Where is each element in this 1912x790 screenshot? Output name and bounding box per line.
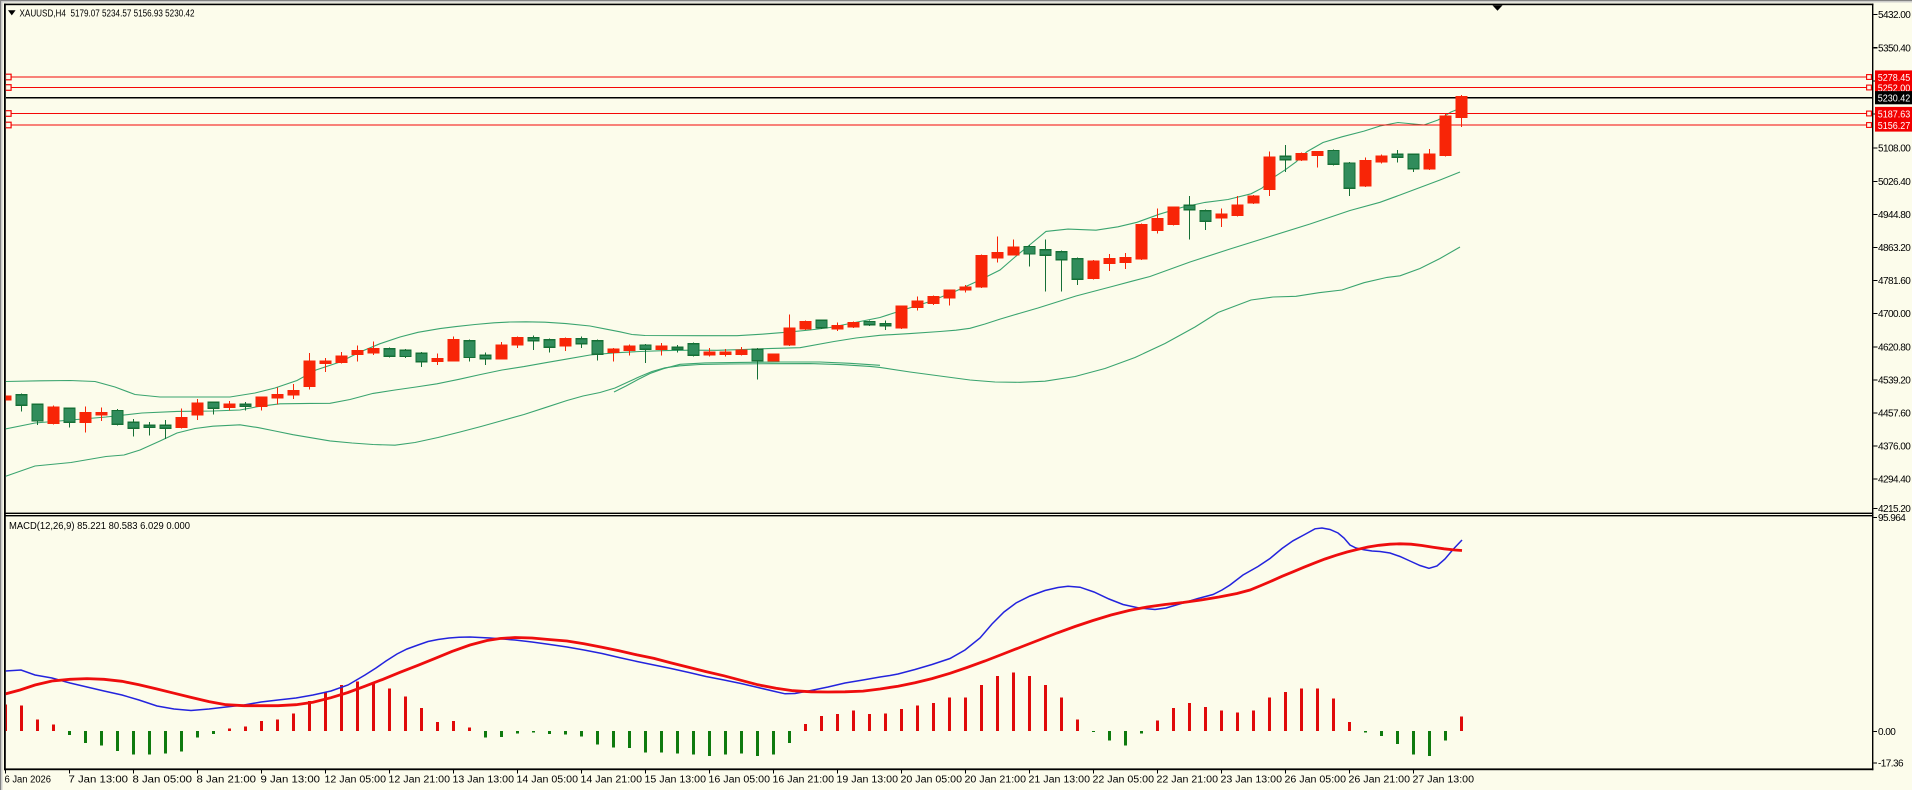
svg-text:95.964: 95.964	[1878, 513, 1906, 524]
svg-text:4700.00: 4700.00	[1878, 309, 1911, 320]
svg-text:5252.00: 5252.00	[1878, 83, 1911, 94]
svg-text:4620.80: 4620.80	[1878, 343, 1911, 354]
svg-text:20 Jan 05:00: 20 Jan 05:00	[901, 774, 963, 785]
svg-text:21 Jan 13:00: 21 Jan 13:00	[1029, 774, 1091, 785]
svg-text:4944.80: 4944.80	[1878, 210, 1911, 221]
svg-text:5108.00: 5108.00	[1878, 144, 1911, 155]
svg-text:16 Jan 05:00: 16 Jan 05:00	[709, 774, 771, 785]
svg-text:5350.40: 5350.40	[1878, 43, 1911, 54]
svg-text:12 Jan 05:00: 12 Jan 05:00	[325, 774, 387, 785]
svg-text:XAUUSD,H4 5179.07 5234.57 515: XAUUSD,H4 5179.07 5234.57 5156.93 5230.4…	[20, 9, 195, 20]
svg-text:6 Jan 2026: 6 Jan 2026	[5, 774, 52, 785]
svg-text:-17.36: -17.36	[1878, 759, 1904, 770]
svg-text:5278.45: 5278.45	[1878, 73, 1911, 84]
svg-text:4457.60: 4457.60	[1878, 409, 1911, 420]
svg-text:23 Jan 13:00: 23 Jan 13:00	[1221, 774, 1283, 785]
svg-text:4215.20: 4215.20	[1878, 504, 1911, 515]
svg-text:4781.60: 4781.60	[1878, 276, 1911, 287]
svg-text:4376.00: 4376.00	[1878, 442, 1911, 453]
svg-text:4539.20: 4539.20	[1878, 376, 1911, 387]
svg-text:14 Jan 05:00: 14 Jan 05:00	[517, 774, 579, 785]
svg-text:13 Jan 13:00: 13 Jan 13:00	[453, 774, 515, 785]
svg-text:22 Jan 21:00: 22 Jan 21:00	[1157, 774, 1219, 785]
svg-text:12 Jan 21:00: 12 Jan 21:00	[389, 774, 451, 785]
svg-text:5187.63: 5187.63	[1878, 109, 1911, 120]
svg-text:MACD(12,26,9) 85.221 80.583 6.: MACD(12,26,9) 85.221 80.583 6.029 0.000	[9, 521, 190, 532]
svg-text:22 Jan 05:00: 22 Jan 05:00	[1093, 774, 1155, 785]
svg-text:19 Jan 13:00: 19 Jan 13:00	[837, 774, 899, 785]
svg-text:26 Jan 21:00: 26 Jan 21:00	[1349, 774, 1411, 785]
svg-text:0.00: 0.00	[1878, 727, 1896, 738]
svg-text:4863.20: 4863.20	[1878, 243, 1911, 254]
svg-text:4294.40: 4294.40	[1878, 475, 1911, 486]
svg-text:5432.00: 5432.00	[1878, 10, 1911, 21]
svg-text:14 Jan 21:00: 14 Jan 21:00	[581, 774, 643, 785]
svg-text:20 Jan 21:00: 20 Jan 21:00	[965, 774, 1027, 785]
svg-text:7 Jan 13:00: 7 Jan 13:00	[69, 774, 129, 785]
svg-text:5026.40: 5026.40	[1878, 177, 1911, 188]
svg-text:5230.42: 5230.42	[1878, 94, 1911, 105]
svg-text:9 Jan 13:00: 9 Jan 13:00	[261, 774, 321, 785]
svg-text:15 Jan 13:00: 15 Jan 13:00	[645, 774, 707, 785]
svg-text:16 Jan 21:00: 16 Jan 21:00	[773, 774, 835, 785]
svg-text:8 Jan 05:00: 8 Jan 05:00	[133, 774, 193, 785]
svg-text:27 Jan 13:00: 27 Jan 13:00	[1413, 774, 1475, 785]
svg-text:26 Jan 05:00: 26 Jan 05:00	[1285, 774, 1347, 785]
svg-text:8 Jan 21:00: 8 Jan 21:00	[197, 774, 257, 785]
svg-text:5156.27: 5156.27	[1878, 121, 1911, 132]
